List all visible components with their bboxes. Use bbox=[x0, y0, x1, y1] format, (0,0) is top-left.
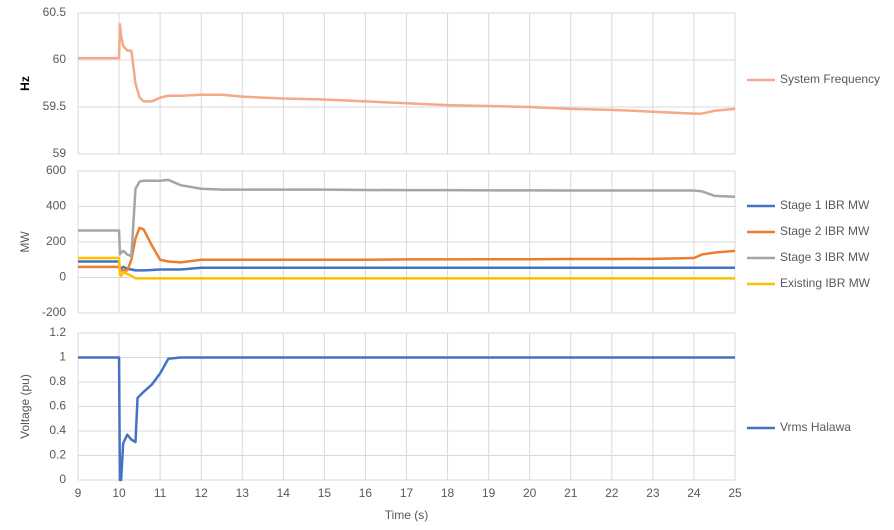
x-tick-label: 23 bbox=[646, 486, 660, 500]
y-tick-label: 1.2 bbox=[49, 325, 66, 339]
y-tick-label: 0.6 bbox=[49, 399, 66, 413]
y-tick-label: 600 bbox=[46, 163, 66, 177]
y-tick-label: 0 bbox=[59, 270, 66, 284]
series-line bbox=[78, 226, 736, 272]
y-axis-label: Voltage (pu) bbox=[18, 374, 32, 439]
series-line bbox=[78, 178, 736, 258]
x-tick-label: 11 bbox=[154, 486, 167, 500]
x-tick-label: 10 bbox=[112, 486, 126, 500]
x-tick-label: 14 bbox=[277, 486, 291, 500]
x-tick-label: 22 bbox=[605, 486, 619, 500]
x-tick-label: 18 bbox=[441, 486, 455, 500]
x-tick-label: 19 bbox=[482, 486, 496, 500]
x-tick-label: 20 bbox=[523, 486, 537, 500]
y-tick-label: 0.8 bbox=[49, 374, 66, 388]
y-tick-label: -200 bbox=[42, 305, 66, 319]
series-line bbox=[78, 356, 735, 482]
legend-label: Stage 3 IBR MW bbox=[780, 250, 870, 264]
series-line bbox=[78, 256, 735, 280]
y-axis-label: MW bbox=[18, 231, 32, 253]
y-tick-label: 400 bbox=[46, 199, 66, 213]
y-tick-label: 0 bbox=[59, 472, 66, 486]
x-tick-label: 15 bbox=[318, 486, 332, 500]
x-axis-label: Time (s) bbox=[385, 508, 429, 522]
legend-label: Stage 2 IBR MW bbox=[780, 224, 870, 238]
y-tick-label: 200 bbox=[46, 234, 66, 248]
legend-label: Stage 1 IBR MW bbox=[780, 198, 870, 212]
legend-label: Vrms Halawa bbox=[780, 420, 851, 434]
y-tick-label: 0.4 bbox=[49, 423, 66, 437]
y-tick-label: 1 bbox=[59, 350, 66, 364]
series-line bbox=[78, 260, 735, 272]
x-tick-label: 16 bbox=[359, 486, 373, 500]
legend-label: System Frequency bbox=[780, 72, 880, 86]
y-tick-label: 59.5 bbox=[43, 99, 67, 113]
y-tick-label: 59 bbox=[53, 146, 67, 160]
x-tick-label: 25 bbox=[728, 486, 742, 500]
x-tick-label: 13 bbox=[236, 486, 250, 500]
y-tick-label: 60.5 bbox=[43, 5, 67, 19]
y-axis-label: Hz bbox=[18, 76, 32, 91]
x-tick-label: 9 bbox=[75, 486, 82, 500]
x-tick-label: 12 bbox=[195, 486, 209, 500]
series-line bbox=[78, 23, 736, 115]
y-tick-label: 60 bbox=[53, 52, 67, 66]
x-tick-label: 21 bbox=[564, 486, 578, 500]
legend-label: Existing IBR MW bbox=[780, 276, 871, 290]
x-tick-label: 24 bbox=[687, 486, 701, 500]
x-tick-label: 17 bbox=[400, 486, 414, 500]
y-tick-label: 0.2 bbox=[49, 448, 66, 462]
